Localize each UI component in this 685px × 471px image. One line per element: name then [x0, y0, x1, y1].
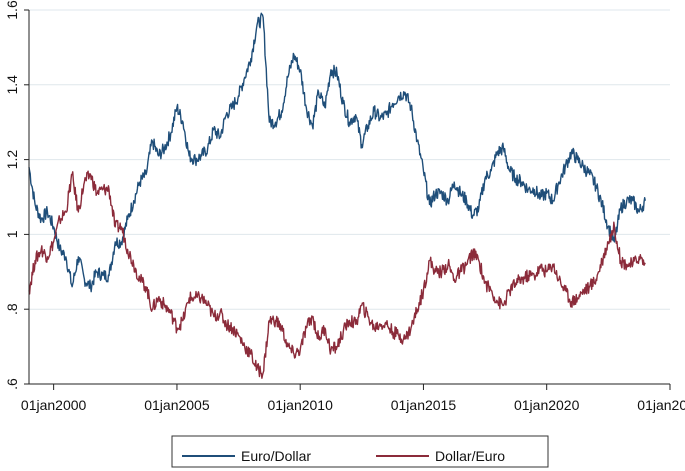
y-tick-label: 1.6 [4, 0, 20, 20]
x-tick-label: 01jan2020 [514, 397, 580, 413]
x-tick-label: 01jan2005 [144, 397, 210, 413]
y-tick-label: 1.2 [4, 150, 20, 170]
legend-label-dollar-euro: Dollar/Euro [435, 448, 505, 464]
y-tick-label: .8 [4, 303, 20, 315]
y-tick-label: 1.4 [4, 75, 20, 95]
y-tick-label: 1 [4, 230, 20, 238]
x-tick-label: 01jan2010 [267, 397, 333, 413]
axes [28, 10, 670, 385]
legend-box [171, 435, 549, 468]
x-tick-label: 01jan2015 [391, 397, 457, 413]
x-tick-label: 01jan2025 [637, 397, 685, 413]
series-lines [28, 12, 646, 379]
series-line-euro-dollar [28, 12, 646, 293]
x-tick-label: 01jan2000 [21, 397, 87, 413]
y-tick-label: .6 [4, 378, 20, 390]
y-axis-ticks: .6 .8 1 1.2 1.4 1.6 [4, 0, 29, 390]
series-line-dollar-euro [28, 170, 646, 379]
x-axis-ticks: 01jan2000 01jan2005 01jan2010 01jan2015 01ja… [21, 384, 685, 413]
legend-label-euro-dollar: Euro/Dollar [241, 448, 311, 464]
gridlines [29, 9, 670, 310]
legend: Euro/Dollar Dollar/Euro [171, 435, 549, 468]
